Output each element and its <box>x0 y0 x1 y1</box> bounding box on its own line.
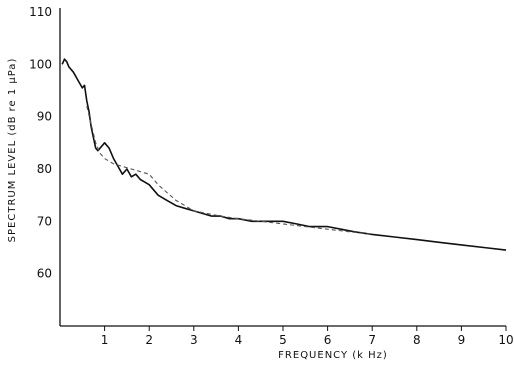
y-tick-label: 110 <box>29 5 52 19</box>
x-tick-label: 2 <box>145 333 153 347</box>
x-tick-label: 10 <box>498 333 513 347</box>
x-tick-label: 9 <box>458 333 466 347</box>
series-layer <box>61 58 507 251</box>
x-tick-label: 7 <box>368 333 376 347</box>
series-dashed-line <box>86 106 373 235</box>
y-axis-label: SPECTRUM LEVEL (dB re 1 μPa) <box>7 58 18 243</box>
y-tick-label: 90 <box>37 110 52 124</box>
x-tick-label: 8 <box>413 333 421 347</box>
y-tick-label: 80 <box>37 162 52 176</box>
x-tick-label: 4 <box>235 333 243 347</box>
y-tick-label: 100 <box>29 57 52 71</box>
series-solid-line <box>61 58 507 251</box>
x-tick-label: 3 <box>190 333 198 347</box>
y-axis-ticks: 60 70 80 90 100 110 <box>29 5 52 281</box>
x-tick-label: 6 <box>324 333 332 347</box>
x-axis-ticks: 1 2 3 4 5 6 7 8 9 10 <box>101 326 514 347</box>
y-tick-label: 70 <box>37 214 52 228</box>
y-tick-label: 60 <box>37 267 52 281</box>
axes <box>59 8 506 327</box>
x-axis-label: FREQUENCY (k Hz) <box>278 350 388 361</box>
x-tick-label: 1 <box>101 333 109 347</box>
x-tick-label: 5 <box>279 333 287 347</box>
